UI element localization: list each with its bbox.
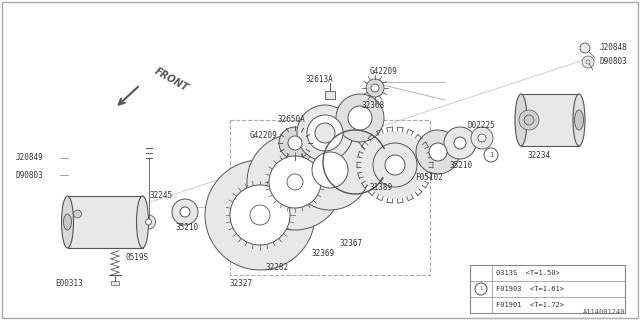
Circle shape: [580, 43, 590, 53]
Bar: [111, 281, 119, 285]
Circle shape: [348, 106, 372, 130]
Circle shape: [373, 143, 417, 187]
Circle shape: [582, 56, 594, 68]
Text: 32367: 32367: [340, 238, 363, 247]
Bar: [67, 196, 143, 248]
Text: 35210: 35210: [450, 161, 473, 170]
Circle shape: [385, 155, 405, 175]
Circle shape: [172, 199, 198, 225]
Circle shape: [180, 207, 190, 217]
Circle shape: [471, 127, 493, 149]
Circle shape: [336, 94, 384, 142]
Circle shape: [416, 130, 460, 174]
Text: A114001240: A114001240: [582, 309, 625, 315]
Text: 31389: 31389: [370, 183, 393, 193]
Text: D90803: D90803: [16, 171, 44, 180]
Text: 32282: 32282: [265, 263, 288, 273]
Circle shape: [269, 156, 321, 208]
Text: D90803: D90803: [600, 58, 628, 67]
Ellipse shape: [575, 110, 584, 130]
Text: 0519S: 0519S: [125, 253, 148, 262]
Text: G42209: G42209: [370, 68, 397, 76]
Text: 32368: 32368: [362, 101, 385, 110]
Bar: [470, 265, 625, 313]
Circle shape: [312, 152, 348, 188]
Circle shape: [247, 134, 343, 230]
Text: 1: 1: [479, 286, 483, 292]
Text: D02225: D02225: [468, 121, 496, 130]
Circle shape: [230, 185, 290, 245]
Circle shape: [276, 163, 314, 201]
Circle shape: [524, 115, 534, 125]
Text: J20849: J20849: [16, 154, 44, 163]
Text: G42209: G42209: [250, 131, 278, 140]
Bar: [521, 94, 579, 146]
Circle shape: [478, 134, 486, 142]
Circle shape: [238, 193, 282, 237]
Circle shape: [74, 210, 81, 218]
Circle shape: [145, 219, 152, 225]
Text: 35210: 35210: [175, 223, 198, 233]
Ellipse shape: [61, 196, 74, 248]
Circle shape: [205, 160, 315, 270]
Circle shape: [279, 127, 311, 159]
Ellipse shape: [515, 94, 527, 146]
Circle shape: [297, 105, 353, 161]
Ellipse shape: [63, 214, 72, 230]
Circle shape: [287, 174, 303, 190]
Circle shape: [141, 215, 156, 229]
Circle shape: [307, 115, 343, 151]
Circle shape: [250, 205, 270, 225]
Circle shape: [290, 130, 370, 210]
Circle shape: [288, 136, 302, 150]
Text: F01903  <T=1.61>: F01903 <T=1.61>: [496, 286, 564, 292]
Text: 1: 1: [489, 152, 493, 158]
Circle shape: [454, 137, 466, 149]
Bar: [325, 91, 335, 99]
Circle shape: [444, 127, 476, 159]
Text: 0313S  <T=1.50>: 0313S <T=1.50>: [496, 270, 560, 276]
Circle shape: [361, 131, 429, 199]
Ellipse shape: [136, 196, 148, 248]
Text: FRONT: FRONT: [153, 66, 190, 94]
Text: F05102: F05102: [415, 173, 443, 182]
Circle shape: [315, 123, 335, 143]
Text: J20848: J20848: [600, 44, 628, 52]
Text: 32327: 32327: [230, 279, 253, 289]
Circle shape: [586, 60, 590, 64]
Circle shape: [429, 143, 447, 161]
Text: E00313: E00313: [55, 278, 83, 287]
Text: 32613A: 32613A: [305, 76, 333, 84]
Text: 32650A: 32650A: [277, 116, 305, 124]
Circle shape: [366, 79, 384, 97]
Ellipse shape: [573, 94, 585, 146]
Circle shape: [371, 84, 379, 92]
Text: 32369: 32369: [312, 250, 335, 259]
Text: 32245: 32245: [150, 191, 173, 201]
Text: F01901  <T=1.72>: F01901 <T=1.72>: [496, 302, 564, 308]
Text: 32234: 32234: [528, 150, 551, 159]
Circle shape: [519, 110, 539, 130]
